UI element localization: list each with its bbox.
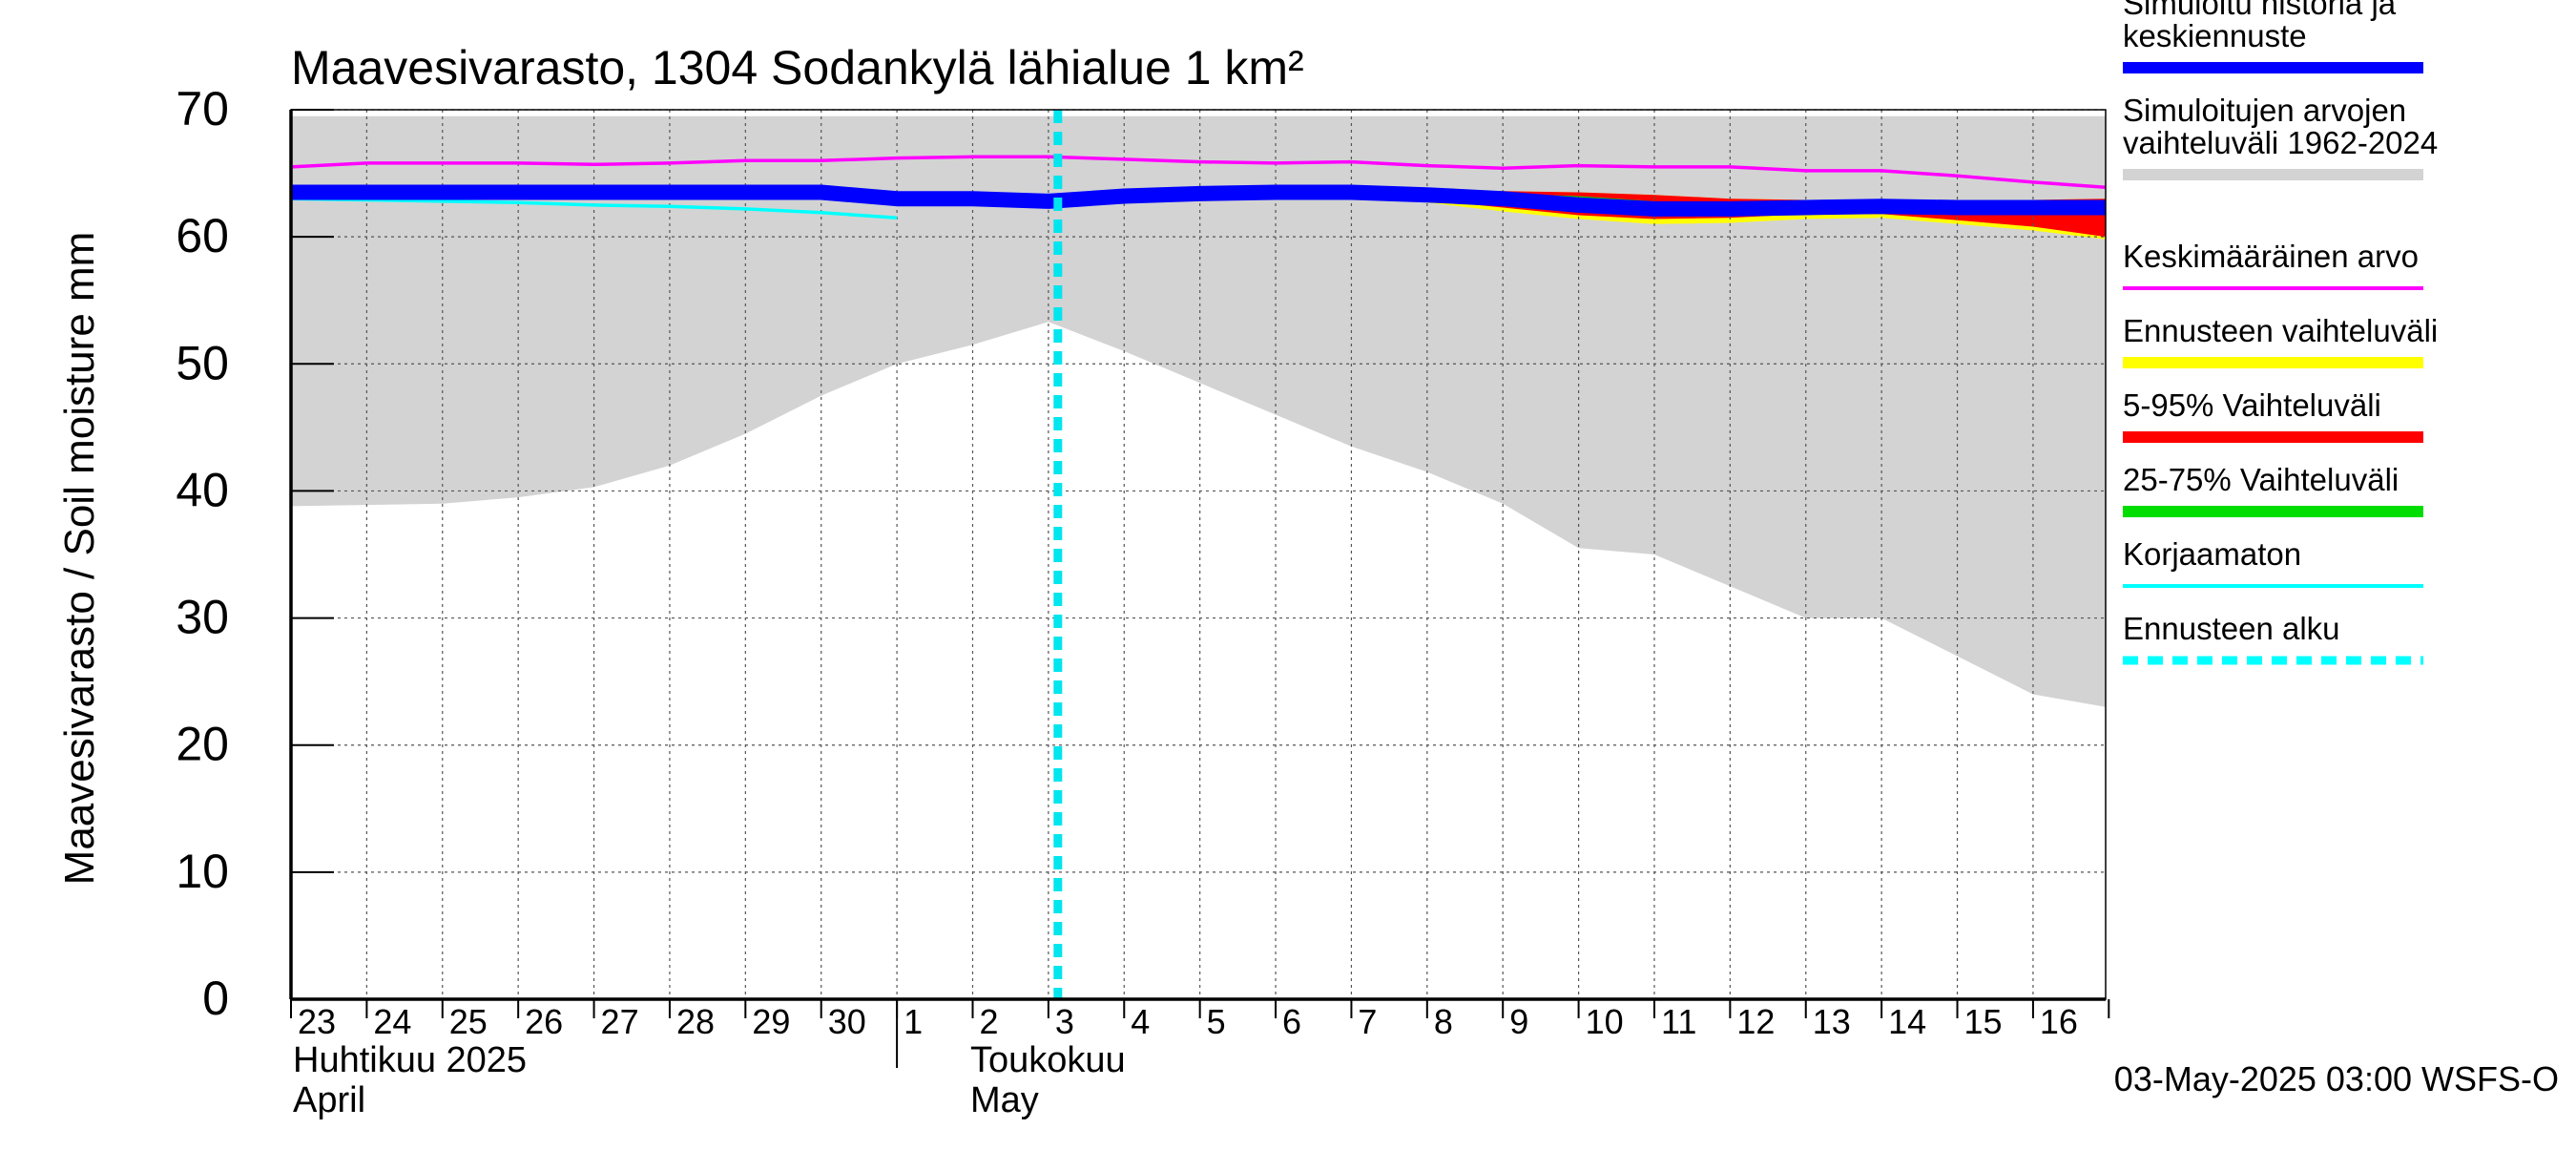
legend-label: 25-75% Vaihteluväli [2123, 462, 2399, 497]
legend-label: vaihteluväli 1962-2024 [2123, 125, 2438, 160]
x-tick-label: 13 [1813, 1002, 1851, 1041]
x-month-label-may-en: May [970, 1080, 1039, 1120]
legend-label: Simuloitu historia ja [2123, 0, 2397, 21]
y-tick-label: 40 [176, 463, 229, 516]
legend-label: 5-95% Vaihteluväli [2123, 387, 2381, 423]
x-tick-label: 2 [979, 1002, 998, 1041]
x-tick-label: 6 [1282, 1002, 1301, 1041]
legend-label: Korjaamaton [2123, 536, 2301, 572]
legend-item-4: 5-95% Vaihteluväli [2123, 387, 2423, 443]
x-tick-label: 7 [1358, 1002, 1377, 1041]
y-axis-label: Maavesivarasto / Soil moisture mm [56, 232, 103, 886]
x-tick-label: 26 [525, 1002, 563, 1041]
x-tick-label: 4 [1131, 1002, 1150, 1041]
x-tick-label: 8 [1434, 1002, 1453, 1041]
x-tick-label: 25 [449, 1002, 488, 1041]
legend-label: Keskimääräinen arvo [2123, 239, 2419, 274]
y-tick-label: 60 [176, 209, 229, 262]
y-tick-label: 0 [202, 972, 229, 1025]
x-tick-label: 12 [1736, 1002, 1775, 1041]
x-tick-labels: 23 24 25 26 27 28 29 30 1 2 3 4 5 6 7 8 9 10 11 12 13 14 15 16 [298, 1002, 2078, 1041]
legend-label: Ennusteen vaihteluväli [2123, 313, 2438, 348]
legend-label: keskiennuste [2123, 18, 2307, 53]
x-tick-label: 15 [1964, 1002, 2003, 1041]
y-tick-label: 30 [176, 591, 229, 644]
y-tick-labels: 0 10 20 30 40 50 60 70 [176, 82, 229, 1025]
x-tick-label: 5 [1207, 1002, 1226, 1041]
x-month-label-april-fi: Huhtikuu 2025 [293, 1040, 527, 1080]
series-lines-layer [290, 110, 2107, 999]
x-tick-label: 16 [2040, 1002, 2078, 1041]
x-tick-label: 30 [828, 1002, 866, 1041]
legend-item-6: Korjaamaton [2123, 536, 2423, 588]
x-tick-label: 29 [752, 1002, 790, 1041]
series-line-2 [291, 184, 2106, 217]
x-tick-label: 14 [1888, 1002, 1926, 1041]
x-tick-label: 3 [1055, 1002, 1074, 1041]
x-tick-label: 24 [373, 1002, 411, 1041]
y-tick-label: 50 [176, 336, 229, 389]
axes-layer [289, 109, 2110, 1068]
historical-range-band [291, 115, 2106, 707]
x-tick-label: 11 [1661, 1002, 1696, 1041]
legend-label: Ennusteen alku [2123, 611, 2340, 646]
chart-title: Maavesivarasto, 1304 Sodankylä lähialue … [291, 41, 1304, 94]
y-tick-label: 70 [176, 82, 229, 136]
x-tick-label: 28 [676, 1002, 715, 1041]
legend-item-7: Ennusteen alku [2123, 611, 2423, 665]
series-line-1 [290, 197, 898, 220]
x-month-label-april-en: April [293, 1080, 365, 1120]
x-month-label-may-fi: Toukokuu [970, 1040, 1126, 1080]
x-tick-label: 23 [298, 1002, 336, 1041]
x-tick-label: 27 [601, 1002, 639, 1041]
y-tick-label: 10 [176, 845, 229, 898]
x-tick-label: 1 [904, 1002, 923, 1041]
gridlines-layer [291, 109, 2106, 999]
legend: Simuloitu historia jakeskiennusteSimuloi… [2123, 0, 2438, 665]
y-tick-label: 20 [176, 718, 229, 771]
series-line-0 [290, 155, 2107, 189]
legend-label: Simuloitujen arvojen [2123, 93, 2406, 128]
x-tick-label: 9 [1509, 1002, 1528, 1041]
legend-item-5: 25-75% Vaihteluväli [2123, 462, 2423, 517]
forecast-timestamp: 03-May-2025 03:00 WSFS-O [2114, 1059, 2559, 1098]
x-tick-label: 10 [1586, 1002, 1624, 1041]
legend-item-2: Keskimääräinen arvo [2123, 239, 2423, 290]
legend-item-3: Ennusteen vaihteluväli [2123, 313, 2438, 368]
